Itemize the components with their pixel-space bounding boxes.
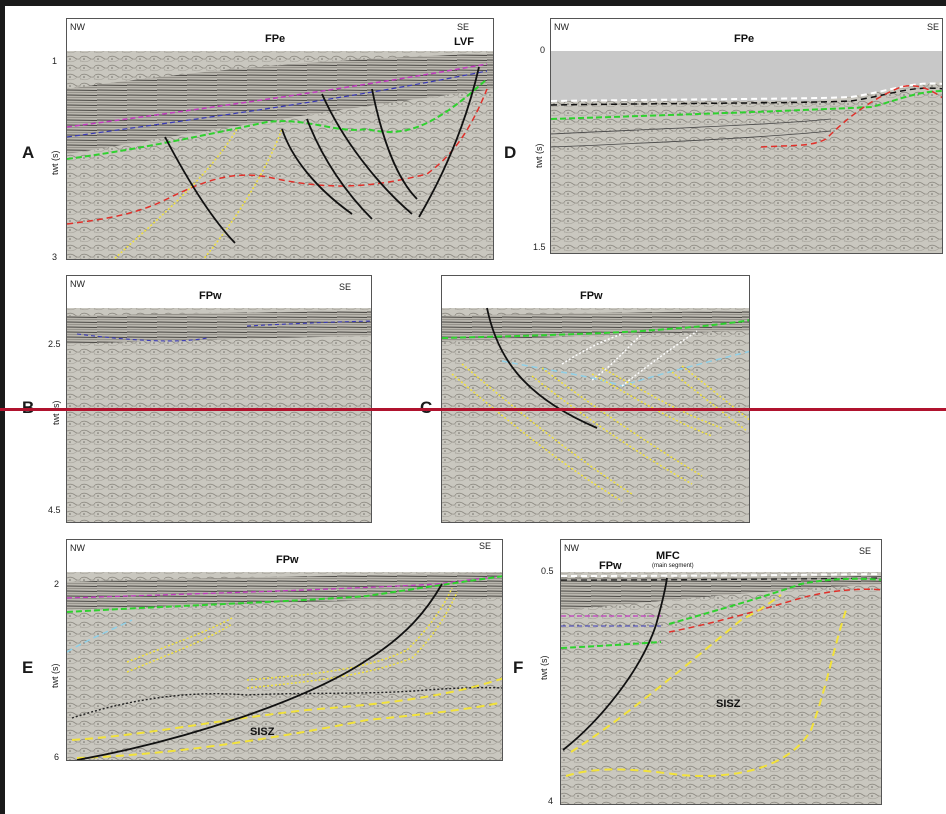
seismic-section-f	[561, 572, 881, 804]
direction-nw-a: NW	[70, 22, 85, 32]
shear-zone-label-f: SISZ	[716, 698, 741, 710]
panel-title-f: FPw	[599, 560, 622, 572]
panel-label-b: B	[22, 398, 34, 418]
panel-label-c: C	[420, 398, 432, 418]
seismic-section-d	[551, 51, 942, 253]
panel-label-f: F	[513, 658, 524, 677]
panel-label-e: E	[22, 658, 34, 677]
direction-se-e: SE	[479, 541, 492, 551]
panel-title-d: FPe	[734, 33, 755, 45]
tick-b-bottom: 4.5	[48, 505, 61, 515]
tick-d-top: 0	[540, 45, 546, 55]
direction-nw-d: NW	[554, 22, 569, 32]
seismic-panel-b: NW SE FPw	[66, 275, 372, 523]
panel-title2-f: MFC	[656, 550, 680, 562]
tick-d-bottom: 1.5	[533, 242, 546, 252]
tick-b-top: 2.5	[48, 339, 61, 349]
direction-nw-b: NW	[70, 279, 85, 289]
tick-f-top: 0.5	[541, 566, 554, 576]
axis-label-a: twt (s)	[50, 150, 60, 176]
fault-label-lvf: LVF	[454, 36, 474, 48]
panel-title-b: FPw	[199, 290, 222, 302]
tick-f-bottom: 4	[548, 796, 554, 806]
seismic-panel-c: FPw	[441, 275, 750, 523]
axis-label-d: twt (s)	[534, 143, 544, 169]
seismic-section-b	[67, 308, 371, 522]
separator-line	[0, 408, 946, 411]
seismic-panel-e: NW SE FPw SISZ	[66, 539, 503, 761]
tick-e-top: 2	[54, 579, 60, 589]
direction-se-d: SE	[927, 22, 940, 32]
seismic-section-c	[442, 307, 749, 522]
seismic-section-a	[67, 51, 493, 259]
axis-label-f: twt (s)	[539, 655, 549, 681]
seismic-panel-d: NW SE FPe	[550, 18, 943, 254]
panel-title-a: FPe	[265, 33, 286, 45]
panel-title-e: FPw	[276, 554, 299, 566]
panel-label-a: A	[22, 143, 35, 162]
seismic-panel-a: NW SE FPe LVF	[66, 18, 494, 260]
tick-e-bottom: 6	[54, 752, 60, 762]
seismic-section-e	[67, 572, 502, 760]
shear-zone-label-e: SISZ	[250, 726, 275, 738]
direction-nw-e: NW	[70, 543, 85, 553]
panel-label-d: D	[504, 143, 517, 162]
panel-title-c: FPw	[580, 290, 603, 302]
direction-se-f: SE	[859, 546, 872, 556]
axis-label-e: twt (s)	[50, 663, 60, 689]
tick-a-top: 1	[52, 56, 58, 66]
axis-label-b: twt (s)	[51, 400, 61, 426]
direction-se-a: SE	[457, 22, 470, 32]
direction-nw-f: NW	[564, 543, 579, 553]
panel-subtitle-f: (main segment)	[652, 563, 694, 569]
direction-se-b: SE	[339, 282, 352, 292]
seismic-panel-f: NW SE FPw MFC (main segment) SISZ	[560, 539, 882, 805]
tick-a-bottom: 3	[52, 252, 58, 262]
